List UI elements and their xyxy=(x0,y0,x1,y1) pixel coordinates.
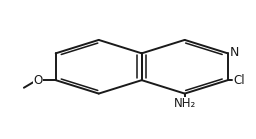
Text: O: O xyxy=(33,74,42,87)
Text: N: N xyxy=(229,46,239,59)
Text: Cl: Cl xyxy=(233,74,245,87)
Text: NH₂: NH₂ xyxy=(174,97,196,110)
